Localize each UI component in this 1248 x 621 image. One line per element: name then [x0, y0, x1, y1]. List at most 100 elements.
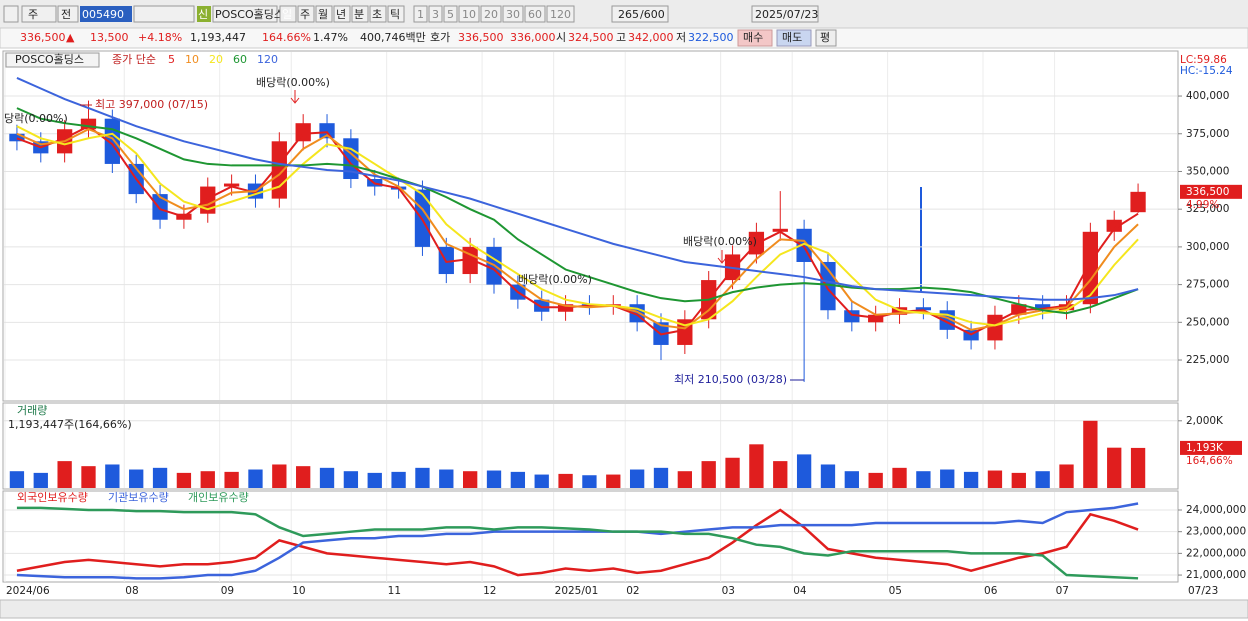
bar [33, 472, 48, 488]
bar [129, 469, 144, 488]
line [16, 107, 1139, 315]
minute-label: 5 [447, 8, 454, 21]
candle-body [1082, 231, 1098, 305]
bar [963, 471, 979, 488]
candle-body [319, 123, 335, 139]
period-label: 주 [300, 8, 310, 21]
code-input[interactable] [80, 6, 132, 22]
sell: 매도 [782, 31, 802, 44]
bar [749, 444, 764, 488]
y-tick-label: 275,000 [1186, 279, 1229, 291]
minute-btn[interactable] [524, 5, 546, 23]
bar [1107, 447, 1122, 488]
count: 265 [618, 8, 639, 21]
period-btn[interactable] [351, 5, 369, 23]
y-tick-label: 24,000,000 [1186, 504, 1246, 516]
bar [558, 473, 573, 488]
bar [415, 467, 430, 488]
icon[interactable] [3, 5, 19, 23]
bar [844, 471, 859, 488]
line [16, 502, 1139, 580]
minute-label: 120 [550, 8, 571, 21]
bar [1011, 472, 1026, 488]
bar [367, 472, 382, 488]
ma-label: 종가 단순 [112, 53, 156, 66]
bar [868, 472, 883, 488]
bar [486, 470, 502, 488]
prev-btn[interactable] [57, 5, 79, 23]
period-btn[interactable] [369, 5, 387, 23]
low-label: 저 [676, 31, 686, 44]
bar [319, 467, 335, 488]
arrow [290, 90, 300, 104]
candle-body [152, 194, 168, 220]
y-tick-label: 225,000 [1186, 354, 1229, 366]
bar [534, 474, 549, 488]
bar [152, 467, 168, 488]
legend-box [5, 52, 100, 68]
bar [439, 469, 454, 488]
line [16, 128, 1139, 331]
last-vol: 1,193K [1186, 442, 1224, 454]
period-btn[interactable] [297, 5, 315, 23]
volume: 1,193,447 [190, 31, 246, 44]
minute-btn[interactable] [413, 5, 428, 23]
bar [653, 467, 669, 488]
x-tick-label: 06 [984, 585, 998, 597]
bar [57, 461, 72, 488]
period-btn[interactable] [315, 5, 333, 23]
minute-label: 3 [432, 8, 439, 21]
last-vol-box [1180, 440, 1242, 455]
date-box[interactable] [751, 5, 819, 23]
period-btn[interactable] [387, 5, 405, 23]
x-tick-label: 2024/06 [6, 585, 50, 597]
bar [200, 471, 215, 488]
line [16, 508, 1139, 577]
line [16, 77, 1139, 301]
buy-btn[interactable] [737, 29, 773, 47]
change: 13,500 [90, 31, 129, 44]
y-tick-label: 400,000 [1186, 90, 1229, 102]
legend-entry: 20 [209, 53, 223, 66]
minute-btn[interactable] [458, 5, 480, 23]
name-box [212, 5, 278, 23]
panel-subtitle: 1,193,447주(164,66%) [8, 418, 132, 431]
legend-entry: 개인보유수량 [188, 491, 249, 504]
bar [677, 471, 692, 488]
y-tick-label: 21,000,000 [1186, 569, 1246, 581]
candle-body [844, 310, 860, 323]
avg-btn[interactable] [815, 29, 837, 47]
count-box [611, 5, 669, 23]
x-tick-label: 03 [722, 585, 735, 597]
legend-entry: 120 [257, 53, 278, 66]
period-btn[interactable] [333, 5, 351, 23]
bar [582, 475, 597, 488]
x-tick-label: 02 [626, 585, 639, 597]
minute-btn[interactable] [546, 5, 575, 23]
turnover: 1.47% [313, 31, 348, 44]
candle-body [915, 307, 932, 311]
sell-btn[interactable] [776, 29, 812, 47]
annotation: 당락(0.00%) [4, 112, 68, 125]
buy: 매수 [743, 31, 763, 44]
chart-title: POSCO홀딩스 [15, 53, 84, 66]
minute-btn[interactable] [480, 5, 502, 23]
period-select[interactable] [21, 5, 57, 23]
y-tick-label: 2,000K [1186, 415, 1224, 427]
minute-btn[interactable] [502, 5, 524, 23]
bar [248, 469, 263, 488]
candle-body [1035, 304, 1051, 311]
scrollbar[interactable] [0, 599, 1248, 619]
search[interactable] [133, 5, 195, 23]
candle-body [200, 186, 216, 214]
bar [176, 472, 192, 488]
minute-btn[interactable] [443, 5, 458, 23]
y-tick-label: 250,000 [1186, 316, 1229, 328]
bar [606, 474, 621, 488]
period-btn[interactable] [279, 5, 297, 23]
x-tick-label: 2025/01 [555, 585, 599, 597]
sin-btn[interactable] [197, 6, 211, 22]
minute-btn[interactable] [428, 5, 443, 23]
y-tick-label: 325,000 [1186, 203, 1229, 215]
